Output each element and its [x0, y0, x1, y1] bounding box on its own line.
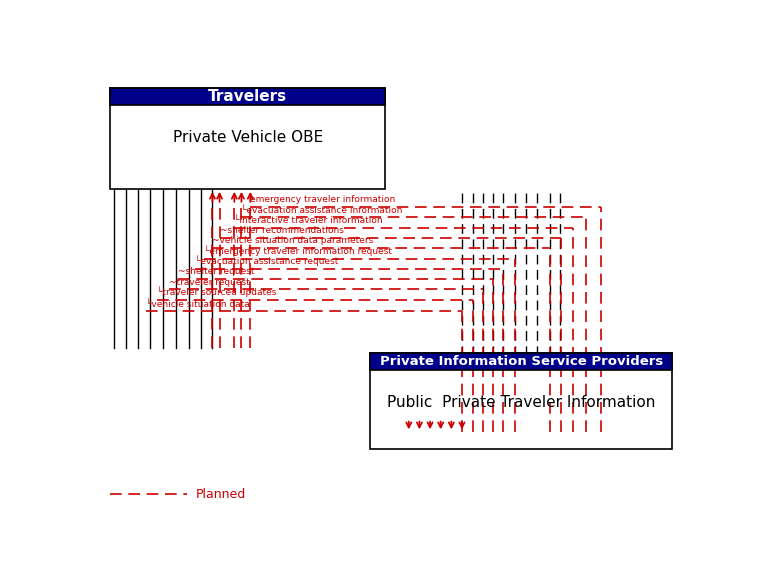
Bar: [110, 88, 385, 189]
Text: └evacuation assistance request: └evacuation assistance request: [195, 255, 338, 266]
Text: ~shelter recommendations: ~shelter recommendations: [220, 226, 343, 235]
Text: Private Information Service Providers: Private Information Service Providers: [379, 355, 663, 368]
Text: └emergency traveler information request: └emergency traveler information request: [204, 245, 391, 256]
Text: Planned: Planned: [196, 488, 246, 501]
Text: └traveler sourced updates: └traveler sourced updates: [157, 286, 277, 297]
Bar: [110, 88, 385, 105]
Bar: [370, 353, 672, 449]
Text: ~vehicle situation data parameters: ~vehicle situation data parameters: [212, 237, 374, 245]
Text: Travelers: Travelers: [208, 89, 287, 104]
Text: ~shelter request: ~shelter request: [179, 268, 255, 276]
Text: └interactive traveler information: └interactive traveler information: [234, 216, 383, 225]
Bar: [370, 353, 672, 370]
Text: emergency traveler information: emergency traveler information: [250, 195, 395, 204]
Text: └evacuation assistance information: └evacuation assistance information: [241, 206, 403, 215]
Text: Private Vehicle OBE: Private Vehicle OBE: [172, 129, 323, 145]
Text: Public  Private Traveler Information: Public Private Traveler Information: [387, 395, 655, 409]
Bar: [110, 88, 385, 105]
Text: ~traveler request: ~traveler request: [169, 278, 250, 287]
Bar: [370, 353, 672, 370]
Text: └vehicle situation data: └vehicle situation data: [146, 300, 250, 309]
